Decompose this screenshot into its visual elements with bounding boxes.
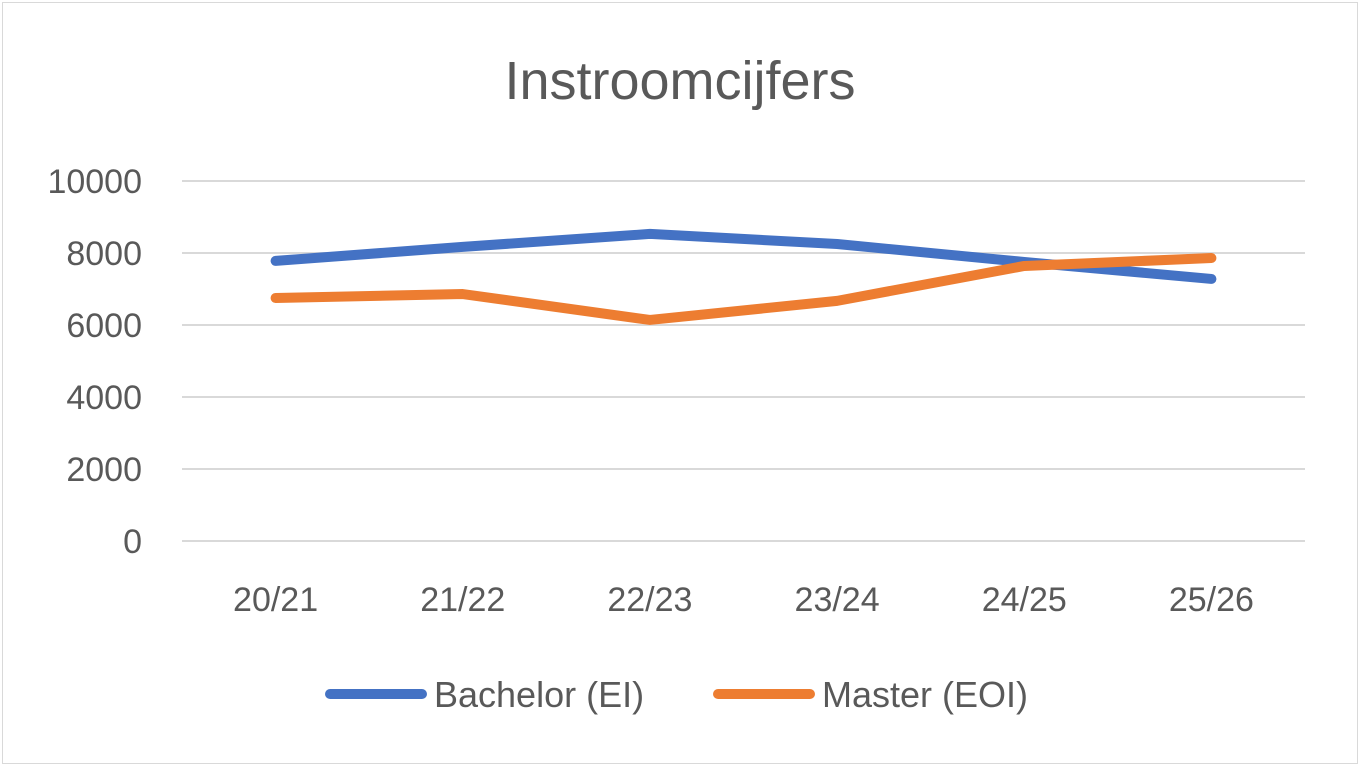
x-tick-label: 20/21 <box>233 581 318 619</box>
x-tick-label: 23/24 <box>795 581 880 619</box>
y-tick-label: 0 <box>123 523 142 561</box>
x-tick-label: 25/26 <box>1169 581 1254 619</box>
chart-title: Instroomcijfers <box>504 51 856 111</box>
legend-label: Bachelor (EI) <box>434 674 644 715</box>
x-tick-label: 22/23 <box>607 581 692 619</box>
y-tick-label: 4000 <box>66 379 142 417</box>
series-line <box>270 228 1217 284</box>
y-tick-label: 6000 <box>66 307 142 345</box>
series-line <box>270 253 1217 325</box>
y-axis-ticks: 0 2000 4000 6000 8000 10000 <box>47 163 142 561</box>
legend: Bachelor (EI) Master (EOI) <box>325 674 1028 715</box>
gridlines <box>182 180 1305 542</box>
x-tick-label: 24/25 <box>982 581 1067 619</box>
y-tick-label: 2000 <box>66 451 142 489</box>
y-tick-label: 10000 <box>47 163 142 201</box>
legend-label: Master (EOI) <box>822 674 1028 715</box>
x-axis-ticks: 20/21 21/22 22/23 23/24 24/25 25/26 <box>233 581 1254 619</box>
x-tick-label: 21/22 <box>420 581 505 619</box>
series-lines <box>270 228 1217 325</box>
y-tick-label: 8000 <box>66 235 142 273</box>
